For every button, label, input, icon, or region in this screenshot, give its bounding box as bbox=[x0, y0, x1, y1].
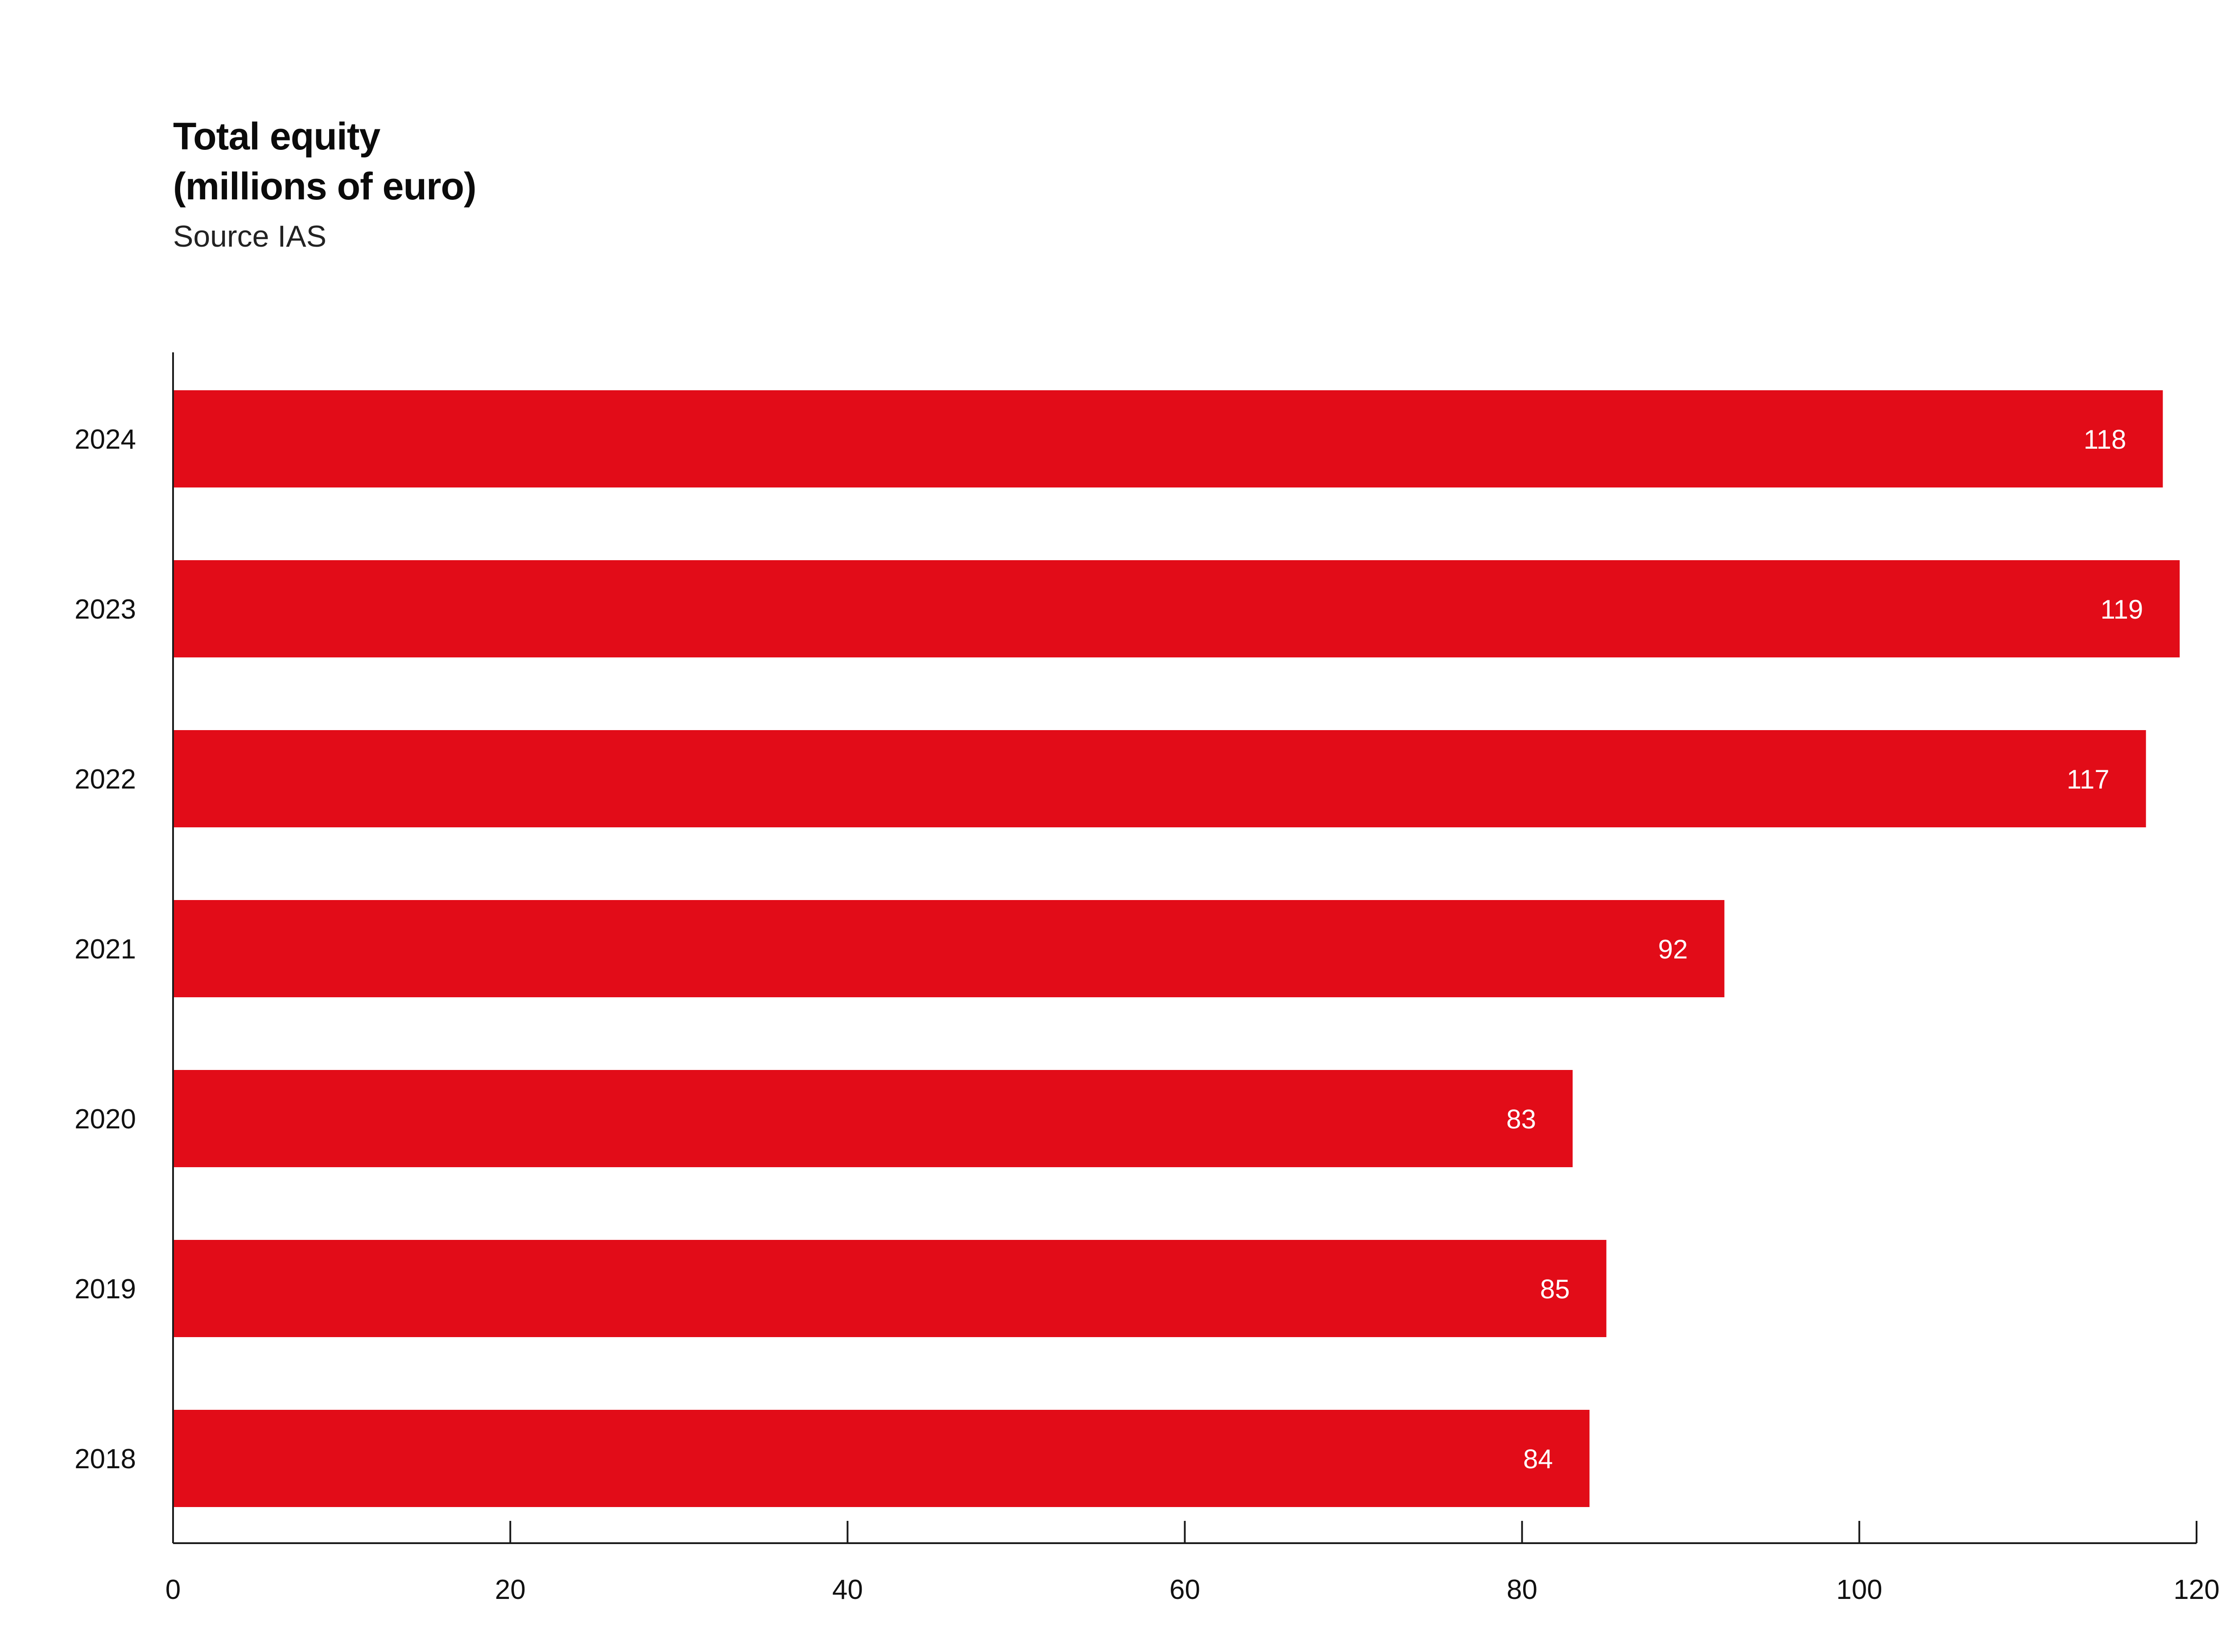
category-label-2021: 2021 bbox=[74, 934, 136, 965]
chart-subtitle: Source IAS bbox=[173, 219, 326, 253]
bars-layer: 2024 118 2023 119 2022 117 2021 92 2020 83 2019 85 2… bbox=[74, 390, 2180, 1507]
data-label-2023: 119 bbox=[2101, 595, 2143, 624]
data-label-2021: 92 bbox=[1658, 934, 1688, 964]
chart-title-line-2: (millions of euro) bbox=[173, 165, 477, 208]
x-tick-label-0: 0 bbox=[165, 1574, 181, 1605]
x-tick-label-80: 80 bbox=[1507, 1574, 1537, 1605]
category-label-2022: 2022 bbox=[74, 764, 136, 795]
category-label-2018: 2018 bbox=[74, 1444, 136, 1474]
bar-2021 bbox=[173, 900, 1725, 997]
category-label-2023: 2023 bbox=[74, 594, 136, 625]
x-tick-label-60: 60 bbox=[1169, 1574, 1200, 1605]
data-label-2019: 85 bbox=[1540, 1274, 1570, 1304]
category-label-2020: 2020 bbox=[74, 1104, 136, 1135]
bar-2024 bbox=[173, 390, 2163, 487]
data-label-2024: 118 bbox=[2084, 425, 2127, 454]
bar-2022 bbox=[173, 730, 2146, 827]
x-tick-label-120: 120 bbox=[2173, 1574, 2219, 1605]
bar-2019 bbox=[173, 1240, 1606, 1337]
data-label-2020: 83 bbox=[1506, 1104, 1536, 1134]
axes-layer: 0 20 40 60 80 100 120 bbox=[165, 352, 2220, 1605]
data-label-2018: 84 bbox=[1523, 1444, 1553, 1474]
chart-title: Total equity (millions of euro) bbox=[173, 112, 477, 211]
x-tick-label-20: 20 bbox=[495, 1574, 526, 1605]
data-label-2022: 117 bbox=[2067, 764, 2110, 794]
category-label-2019: 2019 bbox=[74, 1274, 136, 1305]
bar-2023 bbox=[173, 560, 2180, 657]
x-tick-label-40: 40 bbox=[832, 1574, 863, 1605]
bar-2020 bbox=[173, 1070, 1573, 1167]
x-tick-label-100: 100 bbox=[1836, 1574, 1882, 1605]
bar-2018 bbox=[173, 1410, 1590, 1507]
chart-header: Total equity (millions of euro) Source I… bbox=[173, 112, 477, 255]
chart-title-line-1: Total equity bbox=[173, 115, 380, 158]
category-label-2024: 2024 bbox=[74, 424, 136, 455]
